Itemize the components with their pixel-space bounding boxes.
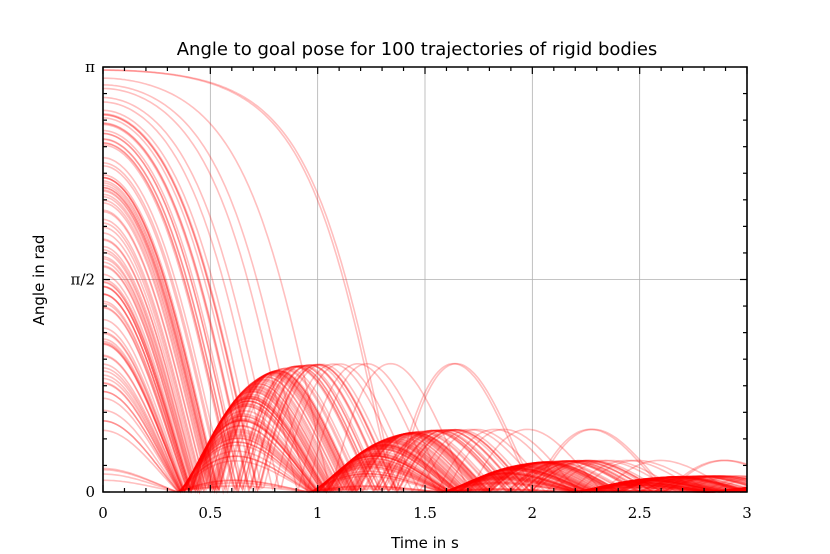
trajectory-line	[102, 266, 748, 493]
trajectory-line	[102, 355, 748, 494]
trajectory-line	[102, 258, 748, 494]
trajectory-line	[102, 122, 748, 493]
trajectory-line	[102, 96, 748, 493]
y-ticks: 0 π/2 π	[71, 58, 747, 501]
trajectory-line	[103, 77, 748, 494]
trajectory-line	[102, 101, 748, 493]
trajectory-line	[102, 265, 748, 494]
trajectory-line	[102, 285, 748, 494]
trajectory-line	[102, 113, 748, 494]
x-axis-label: Time in s	[390, 534, 459, 552]
trajectory-line	[102, 109, 748, 493]
trajectory-line	[102, 370, 748, 493]
x-tick-label: 1.5	[413, 504, 437, 522]
trajectory-line	[102, 338, 748, 494]
trajectory-line	[102, 177, 748, 494]
trajectory-line	[102, 300, 748, 494]
trajectory-line	[102, 176, 748, 493]
trajectory-line	[102, 226, 748, 493]
trajectory-line	[102, 302, 748, 493]
trajectory-line	[102, 374, 748, 493]
trajectory-line	[102, 293, 748, 494]
trajectory-line	[102, 285, 748, 494]
trajectory-line	[102, 176, 748, 493]
trajectory-line	[102, 174, 748, 493]
trajectory-line	[103, 69, 748, 493]
trajectory-line	[102, 209, 748, 493]
trajectory-line	[102, 367, 748, 493]
trajectory-line	[102, 123, 748, 493]
trajectory-line	[102, 340, 748, 493]
trajectory-line	[102, 239, 748, 494]
x-ticks: 0 0.5 1 1.5 2 2.5 3	[98, 67, 752, 522]
trajectory-line	[102, 117, 748, 493]
y-tick-label: 0	[85, 483, 95, 501]
trajectory-line	[102, 331, 748, 493]
trajectory-line	[102, 232, 748, 493]
trajectory-line	[102, 286, 748, 494]
trajectory-line	[102, 342, 748, 494]
trajectory-line	[102, 306, 748, 493]
trajectory-line	[102, 327, 748, 494]
y-axis-label: Angle in rad	[30, 235, 48, 326]
trajectory-line	[102, 261, 748, 494]
trajectory-line	[102, 182, 748, 494]
trajectory-line	[102, 186, 748, 494]
trajectory-line	[102, 307, 748, 493]
x-tick-label: 0	[98, 504, 108, 522]
trajectory-line	[102, 245, 748, 494]
trajectory-line	[102, 343, 748, 494]
trajectory-line	[102, 273, 748, 494]
trajectory-line	[102, 293, 748, 494]
trajectory-line	[102, 354, 748, 493]
trajectory-line	[102, 186, 748, 494]
x-tick-label: 0.5	[198, 504, 222, 522]
chart-title: Angle to goal pose for 100 trajectories …	[177, 39, 658, 60]
x-tick-label: 2	[528, 504, 538, 522]
trajectory-line	[102, 363, 748, 493]
trajectory-line	[102, 113, 748, 493]
trajectory-line	[102, 293, 748, 493]
y-tick-label: π/2	[71, 270, 95, 288]
trajectory-line	[103, 87, 748, 493]
trajectory-line	[102, 84, 748, 494]
trajectory-line	[102, 318, 748, 493]
trajectory-line	[102, 251, 748, 493]
trajectory-line	[102, 281, 748, 493]
trajectory-line	[102, 278, 748, 493]
y-tick-label: π	[85, 58, 95, 76]
trajectory-line	[102, 280, 748, 493]
trajectory-line	[103, 69, 748, 492]
trajectory-line	[102, 256, 748, 493]
trajectory-line	[102, 249, 748, 495]
x-tick-label: 2.5	[628, 504, 652, 522]
x-tick-label: 1	[313, 504, 323, 522]
trajectory-line	[102, 377, 748, 493]
trajectory-line	[102, 332, 748, 494]
trajectory-line	[102, 210, 748, 493]
trajectory-line	[102, 184, 748, 493]
x-tick-label: 3	[742, 504, 752, 522]
trajectory-line	[102, 190, 748, 493]
trajectory-line	[102, 222, 748, 493]
trajectory-line	[102, 189, 748, 493]
trajectory-line	[102, 122, 748, 493]
trajectory-line	[102, 218, 748, 493]
trajectory-line	[102, 114, 748, 494]
trajectory-line	[102, 180, 748, 495]
grid	[103, 67, 747, 492]
trajectory-line	[102, 343, 748, 493]
trajectory-line	[102, 238, 748, 495]
